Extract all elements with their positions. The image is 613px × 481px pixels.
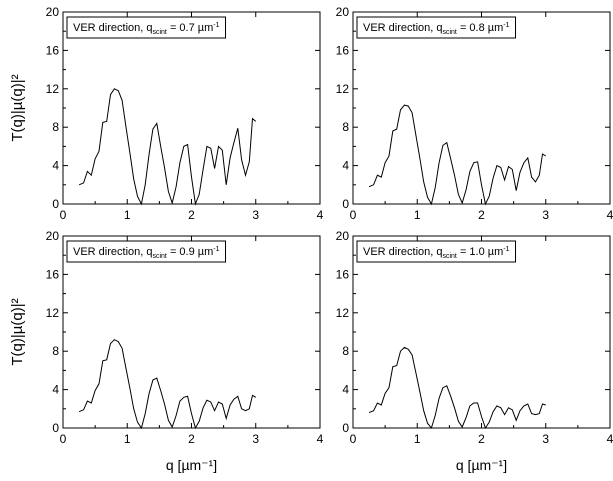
legend-box [66,240,227,263]
x-tick-label: 2 [188,208,195,222]
axes-frame [352,11,611,205]
y-tick-label: 0 [52,197,59,211]
x-axis-label: q [µm⁻¹] [456,457,507,473]
x-tick-label: 2 [188,432,195,446]
legend-box [66,16,227,39]
y-axis-label: T(q)|µ(q)|² [9,74,26,141]
x-tick-label: 2 [478,208,485,222]
y-tick-label: 4 [52,383,59,397]
axes-frame [62,235,321,429]
y-tick-label: 8 [342,344,349,358]
x-tick-label: 1 [124,208,131,222]
x-tick-label: 4 [607,432,613,446]
y-tick-label: 20 [46,5,60,19]
legend-text: VER direction, qscint = 0.9 µm-1 [73,246,220,260]
y-tick-label: 16 [336,267,350,281]
x-tick-label: 3 [252,432,259,446]
x-tick-label: 1 [414,432,421,446]
x-tick-label: 2 [478,432,485,446]
y-tick-label: 12 [46,82,60,96]
x-tick-label: 4 [317,432,324,446]
x-tick-label: 1 [414,208,421,222]
series-line [368,104,547,206]
y-tick-label: 8 [52,120,59,134]
y-tick-label: 16 [336,43,350,57]
y-tick-label: 8 [52,344,59,358]
y-tick-label: 12 [336,82,350,96]
series-line [78,339,257,430]
y-tick-label: 4 [342,383,349,397]
y-tick-label: 16 [46,43,60,57]
x-tick-label: 0 [350,432,357,446]
y-tick-label: 4 [52,159,59,173]
y-tick-label: 0 [52,421,59,435]
y-tick-label: 0 [342,197,349,211]
x-tick-label: 0 [60,432,67,446]
y-axis-label: T(q)|µ(q)|² [9,298,26,365]
y-tick-label: 12 [46,306,60,320]
x-tick-label: 4 [317,208,324,222]
x-tick-label: 3 [542,432,549,446]
y-tick-label: 16 [46,267,60,281]
x-tick-label: 0 [350,208,357,222]
legend-text: VER direction, qscint = 0.7 µm-1 [73,22,220,36]
y-tick-label: 8 [342,120,349,134]
y-tick-label: 12 [336,306,350,320]
legend-text: VER direction, qscint = 0.8 µm-1 [363,22,510,36]
x-tick-label: 3 [252,208,259,222]
legend-box [356,16,517,39]
x-tick-label: 3 [542,208,549,222]
x-tick-label: 4 [607,208,613,222]
legend-box [356,240,517,263]
x-tick-label: 0 [60,208,67,222]
y-tick-label: 4 [342,159,349,173]
y-tick-label: 20 [46,229,60,243]
axes-frame [352,235,611,429]
y-tick-label: 20 [336,5,350,19]
legend-text: VER direction, qscint = 1.0 µm-1 [363,246,510,260]
series-line [78,88,257,206]
series-line [368,346,546,430]
y-tick-label: 0 [342,421,349,435]
x-tick-label: 1 [124,432,131,446]
y-tick-label: 20 [336,229,350,243]
x-axis-label: q [µm⁻¹] [166,457,217,473]
